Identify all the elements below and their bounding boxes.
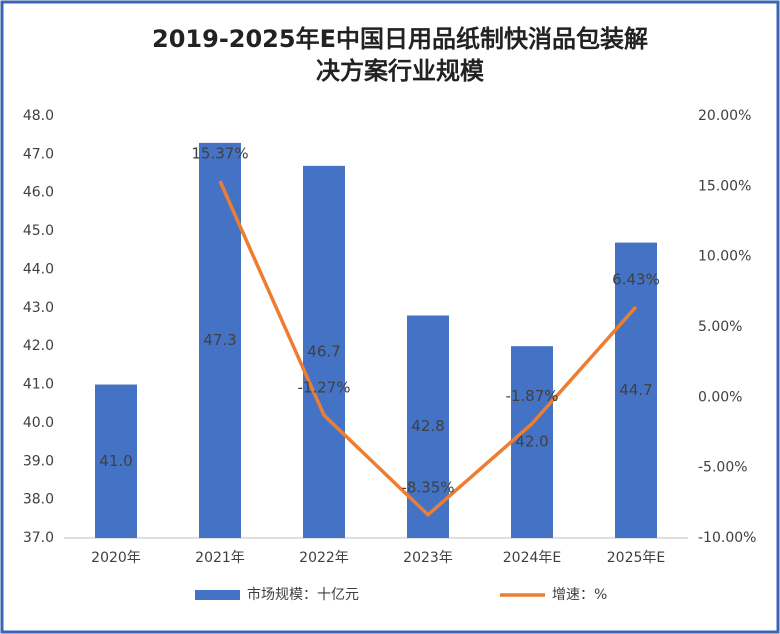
y-tick-label: 47.0 — [23, 146, 54, 162]
bar-label: 47.3 — [203, 331, 236, 349]
x-tick-label: 2022年 — [299, 550, 349, 566]
bar-label: 41.0 — [99, 452, 132, 470]
line-label: -8.35% — [401, 478, 454, 496]
line-label: -1.27% — [297, 379, 350, 397]
line-label: 6.43% — [612, 270, 660, 288]
y-tick-label: 42.0 — [23, 338, 54, 354]
legend-label: 市场规模：十亿元 — [247, 586, 359, 603]
bar-label: 44.7 — [619, 381, 652, 399]
y2-tick-label: -10.00% — [698, 530, 756, 546]
y-tick-label: 48.0 — [23, 108, 54, 124]
x-tick-label: 2021年 — [195, 550, 245, 566]
line — [218, 180, 638, 517]
y2-tick-label: -5.00% — [698, 460, 748, 476]
bar — [615, 242, 657, 538]
line-label: 15.37% — [191, 145, 248, 163]
y-tick-label: 44.0 — [23, 261, 54, 277]
y-tick-label: 40.0 — [23, 415, 54, 431]
x-tick-label: 2025年E — [607, 550, 665, 566]
y-tick-label: 39.0 — [23, 453, 54, 469]
y2-tick-label: 0.00% — [698, 389, 742, 405]
x-tick-label: 2020年 — [91, 550, 141, 566]
y-tick-label: 41.0 — [23, 377, 54, 393]
chart-title: 2019-2025年E中国日用品纸制快消品包装解决方案行业规模 — [152, 25, 648, 85]
x-tick-label: 2023年 — [403, 550, 453, 566]
bar-label: 46.7 — [307, 342, 340, 360]
y2-tick-label: 15.00% — [698, 178, 751, 194]
y2-tick-label: 10.00% — [698, 249, 751, 265]
line-label: -1.87% — [505, 387, 558, 405]
x-tick-label: 2024年E — [503, 550, 561, 566]
bar-label: 42.0 — [515, 433, 548, 451]
y-tick-label: 38.0 — [23, 492, 54, 508]
y-tick-label: 46.0 — [23, 185, 54, 201]
legend-label: 增速：% — [552, 587, 607, 603]
bar-label: 42.8 — [411, 417, 444, 435]
y2-tick-label: 5.00% — [698, 319, 742, 335]
y-tick-label: 43.0 — [23, 300, 54, 316]
y-tick-label: 37.0 — [23, 530, 54, 546]
bar — [303, 165, 345, 538]
legend-swatch — [195, 590, 240, 600]
bar — [511, 346, 553, 538]
y-tick-label: 45.0 — [23, 223, 54, 239]
y2-tick-label: 20.00% — [698, 108, 751, 124]
bar — [95, 384, 137, 538]
